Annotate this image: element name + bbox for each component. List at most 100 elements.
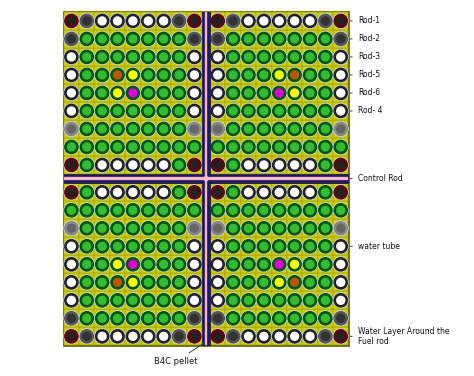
Circle shape (188, 258, 201, 271)
Circle shape (210, 50, 225, 64)
Circle shape (321, 188, 329, 196)
Bar (141, 66, 156, 84)
Circle shape (256, 221, 271, 236)
Circle shape (126, 122, 140, 136)
Circle shape (211, 222, 224, 235)
Circle shape (256, 158, 271, 172)
Circle shape (110, 203, 125, 218)
Circle shape (96, 276, 109, 289)
Circle shape (98, 224, 106, 232)
Circle shape (172, 221, 186, 236)
Bar (302, 309, 318, 327)
Circle shape (160, 224, 168, 232)
Circle shape (256, 293, 271, 308)
Circle shape (126, 258, 139, 271)
Bar (333, 12, 348, 30)
Circle shape (80, 104, 94, 118)
Circle shape (211, 204, 224, 217)
Circle shape (141, 239, 155, 253)
Bar (333, 291, 348, 309)
Circle shape (287, 311, 302, 326)
Circle shape (303, 122, 317, 136)
Circle shape (334, 32, 348, 46)
Circle shape (245, 206, 253, 214)
Bar (141, 138, 156, 156)
Circle shape (114, 107, 121, 115)
Circle shape (334, 104, 348, 118)
Circle shape (337, 107, 345, 115)
Bar (318, 48, 333, 66)
Circle shape (319, 68, 332, 82)
Circle shape (114, 125, 121, 133)
Bar (110, 183, 125, 201)
Circle shape (256, 50, 271, 64)
Circle shape (173, 276, 186, 289)
Circle shape (291, 143, 299, 151)
Bar (94, 327, 110, 345)
Bar (256, 84, 272, 102)
Circle shape (175, 260, 183, 268)
Circle shape (110, 122, 125, 136)
Circle shape (80, 140, 94, 154)
Circle shape (157, 50, 170, 64)
Bar (171, 255, 187, 273)
Circle shape (273, 32, 286, 45)
Bar (94, 156, 110, 174)
Circle shape (67, 260, 75, 268)
Bar (226, 291, 241, 309)
Circle shape (65, 258, 78, 271)
Circle shape (229, 35, 237, 43)
Circle shape (98, 143, 106, 151)
Bar (79, 255, 94, 273)
Circle shape (242, 240, 255, 253)
Circle shape (291, 89, 299, 97)
Circle shape (210, 32, 225, 46)
Circle shape (157, 68, 170, 82)
Circle shape (126, 32, 140, 46)
Bar (302, 201, 318, 219)
Bar (210, 12, 226, 30)
Circle shape (242, 122, 255, 136)
Bar (187, 183, 202, 201)
Circle shape (321, 17, 329, 25)
Circle shape (187, 86, 201, 100)
Circle shape (211, 294, 224, 307)
Circle shape (188, 222, 201, 235)
Circle shape (288, 140, 301, 153)
Circle shape (318, 50, 333, 64)
Circle shape (157, 240, 170, 253)
Bar (64, 84, 79, 102)
Circle shape (291, 206, 299, 214)
Bar (64, 177, 348, 180)
Circle shape (306, 53, 314, 61)
Circle shape (80, 32, 94, 46)
Circle shape (65, 68, 78, 82)
Circle shape (191, 296, 198, 304)
Circle shape (288, 68, 301, 82)
Circle shape (111, 122, 124, 136)
Bar (272, 237, 287, 255)
Bar (256, 120, 272, 138)
Circle shape (273, 105, 286, 118)
Bar (318, 255, 333, 273)
Circle shape (95, 275, 109, 290)
Circle shape (129, 125, 137, 133)
Circle shape (229, 188, 237, 196)
Circle shape (256, 311, 271, 326)
Circle shape (175, 206, 183, 214)
Circle shape (156, 140, 171, 154)
Bar (241, 30, 256, 48)
Circle shape (242, 258, 255, 271)
Bar (226, 12, 241, 30)
Bar (272, 291, 287, 309)
Circle shape (98, 161, 106, 169)
Circle shape (111, 186, 124, 199)
Bar (94, 309, 110, 327)
Circle shape (229, 125, 237, 133)
Circle shape (126, 293, 140, 308)
Circle shape (96, 86, 109, 100)
Circle shape (173, 50, 186, 64)
Circle shape (80, 240, 93, 253)
Circle shape (275, 206, 283, 214)
Circle shape (173, 140, 186, 153)
